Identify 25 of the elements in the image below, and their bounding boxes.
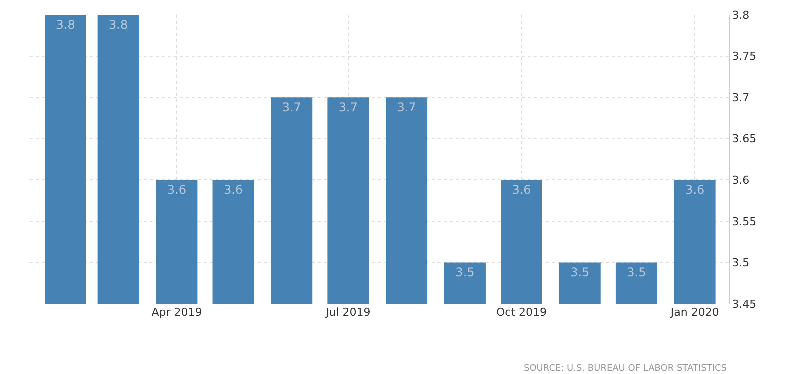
x-tick-label: Apr 2019: [152, 306, 202, 319]
data-label: 3.8: [109, 18, 128, 32]
source-note: SOURCE: U.S. BUREAU OF LABOR STATISTICS: [524, 364, 728, 374]
data-label: 3.8: [56, 18, 76, 32]
y-tick-label: 3.6: [732, 174, 750, 187]
data-label: 3.6: [224, 183, 244, 198]
data-label: 3.7: [282, 100, 302, 115]
y-tick-label: 3.75: [732, 50, 757, 64]
x-tick-label: Jul 2019: [325, 306, 371, 319]
data-label: 3.5: [570, 266, 590, 280]
y-tick-label: 3.5: [732, 256, 750, 270]
data-label: 3.7: [397, 100, 416, 115]
y-tick-label: 3.45: [732, 298, 757, 311]
data-label: 3.6: [686, 183, 705, 198]
data-label: 3.6: [167, 183, 186, 198]
y-tick-label: 3.55: [732, 215, 757, 228]
data-label: 3.7: [338, 100, 358, 115]
y-tick-label: 3.8: [732, 8, 750, 22]
data-label: 3.5: [456, 266, 475, 280]
x-tick-label: Jan 2020: [670, 306, 720, 319]
x-tick-label: Oct 2019: [496, 306, 548, 319]
data-label: 3.6: [512, 183, 532, 198]
y-tick-label: 3.7: [732, 91, 750, 104]
data-label: 3.5: [627, 266, 646, 280]
y-tick-label: 3.65: [732, 132, 757, 146]
